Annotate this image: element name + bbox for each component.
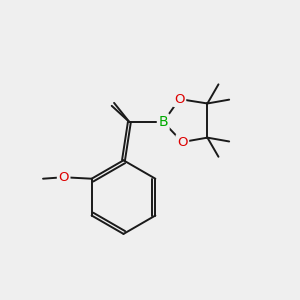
Text: O: O [174, 93, 185, 106]
Text: B: B [158, 115, 168, 129]
Text: O: O [58, 171, 69, 184]
Text: O: O [177, 136, 188, 148]
